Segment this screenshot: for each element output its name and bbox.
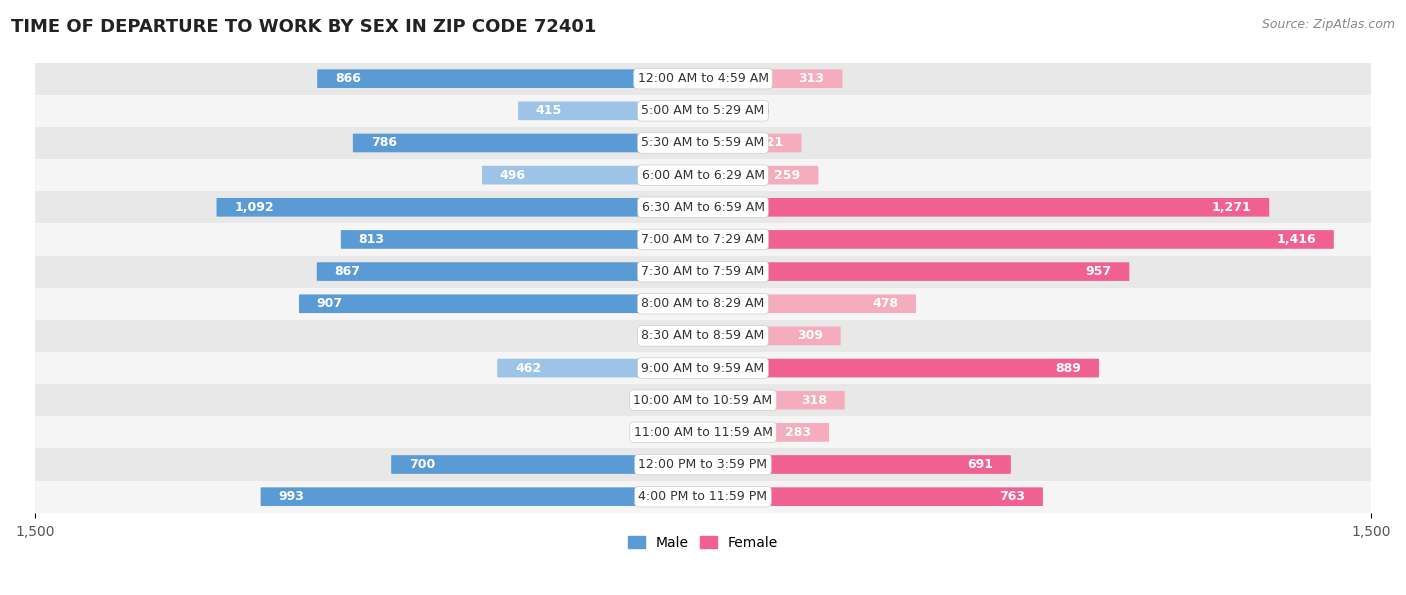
FancyBboxPatch shape bbox=[217, 198, 703, 217]
FancyBboxPatch shape bbox=[703, 487, 1043, 506]
Bar bbox=[0, 127, 1406, 159]
FancyBboxPatch shape bbox=[703, 70, 842, 88]
Bar bbox=[0, 95, 1406, 127]
FancyBboxPatch shape bbox=[703, 230, 1334, 249]
Text: 7:00 AM to 7:29 AM: 7:00 AM to 7:29 AM bbox=[641, 233, 765, 246]
Text: 12:00 PM to 3:59 PM: 12:00 PM to 3:59 PM bbox=[638, 458, 768, 471]
Text: 993: 993 bbox=[278, 490, 304, 503]
Text: 1,092: 1,092 bbox=[235, 201, 274, 214]
Text: TIME OF DEPARTURE TO WORK BY SEX IN ZIP CODE 72401: TIME OF DEPARTURE TO WORK BY SEX IN ZIP … bbox=[11, 18, 596, 36]
Bar bbox=[0, 223, 1406, 255]
Bar bbox=[0, 159, 1406, 191]
Text: 9:00 AM to 9:59 AM: 9:00 AM to 9:59 AM bbox=[641, 362, 765, 375]
Bar bbox=[0, 384, 1406, 416]
FancyBboxPatch shape bbox=[299, 295, 703, 313]
Text: 462: 462 bbox=[515, 362, 541, 375]
Text: 8:30 AM to 8:59 AM: 8:30 AM to 8:59 AM bbox=[641, 330, 765, 342]
FancyBboxPatch shape bbox=[498, 359, 703, 377]
Text: 8:00 AM to 8:29 AM: 8:00 AM to 8:29 AM bbox=[641, 298, 765, 310]
Text: 957: 957 bbox=[1085, 265, 1112, 278]
FancyBboxPatch shape bbox=[703, 327, 841, 345]
Text: 496: 496 bbox=[501, 168, 526, 181]
Text: 6:30 AM to 6:59 AM: 6:30 AM to 6:59 AM bbox=[641, 201, 765, 214]
FancyBboxPatch shape bbox=[703, 262, 1129, 281]
Text: 7:30 AM to 7:59 AM: 7:30 AM to 7:59 AM bbox=[641, 265, 765, 278]
Bar bbox=[0, 62, 1406, 95]
FancyBboxPatch shape bbox=[703, 102, 745, 120]
Text: 309: 309 bbox=[797, 330, 823, 342]
FancyBboxPatch shape bbox=[703, 423, 830, 441]
FancyBboxPatch shape bbox=[340, 230, 703, 249]
Text: 11:00 AM to 11:59 AM: 11:00 AM to 11:59 AM bbox=[634, 426, 772, 439]
Text: 786: 786 bbox=[371, 136, 396, 149]
FancyBboxPatch shape bbox=[661, 391, 703, 409]
FancyBboxPatch shape bbox=[260, 487, 703, 506]
FancyBboxPatch shape bbox=[703, 359, 1099, 377]
Bar bbox=[0, 449, 1406, 481]
FancyBboxPatch shape bbox=[673, 423, 703, 441]
Text: 415: 415 bbox=[536, 104, 562, 117]
Text: 318: 318 bbox=[801, 394, 827, 407]
FancyBboxPatch shape bbox=[703, 295, 915, 313]
Text: 889: 889 bbox=[1056, 362, 1081, 375]
Text: 6:00 AM to 6:29 AM: 6:00 AM to 6:29 AM bbox=[641, 168, 765, 181]
Text: 763: 763 bbox=[1000, 490, 1025, 503]
Text: 66: 66 bbox=[650, 426, 665, 439]
FancyBboxPatch shape bbox=[519, 102, 703, 120]
Text: 96: 96 bbox=[636, 394, 651, 407]
Text: 867: 867 bbox=[335, 265, 360, 278]
FancyBboxPatch shape bbox=[353, 134, 703, 152]
Text: 5:00 AM to 5:29 AM: 5:00 AM to 5:29 AM bbox=[641, 104, 765, 117]
Text: 1,416: 1,416 bbox=[1277, 233, 1316, 246]
Text: 691: 691 bbox=[967, 458, 993, 471]
Legend: Male, Female: Male, Female bbox=[623, 530, 783, 555]
FancyBboxPatch shape bbox=[703, 134, 801, 152]
Bar bbox=[0, 287, 1406, 320]
FancyBboxPatch shape bbox=[482, 166, 703, 184]
Text: 4:00 PM to 11:59 PM: 4:00 PM to 11:59 PM bbox=[638, 490, 768, 503]
FancyBboxPatch shape bbox=[703, 198, 1270, 217]
Bar bbox=[0, 352, 1406, 384]
Text: 96: 96 bbox=[755, 104, 770, 117]
Text: 283: 283 bbox=[786, 426, 811, 439]
FancyBboxPatch shape bbox=[318, 70, 703, 88]
Text: Source: ZipAtlas.com: Source: ZipAtlas.com bbox=[1261, 18, 1395, 31]
Bar bbox=[0, 191, 1406, 223]
Text: 313: 313 bbox=[799, 72, 825, 85]
Text: 907: 907 bbox=[316, 298, 343, 310]
Text: 1,271: 1,271 bbox=[1212, 201, 1251, 214]
Bar bbox=[0, 481, 1406, 513]
Text: 259: 259 bbox=[775, 168, 800, 181]
Bar bbox=[0, 416, 1406, 449]
Text: 10:00 AM to 10:59 AM: 10:00 AM to 10:59 AM bbox=[634, 394, 772, 407]
FancyBboxPatch shape bbox=[316, 262, 703, 281]
FancyBboxPatch shape bbox=[703, 391, 845, 409]
FancyBboxPatch shape bbox=[703, 166, 818, 184]
Text: 94: 94 bbox=[637, 330, 652, 342]
Text: 700: 700 bbox=[409, 458, 436, 471]
Text: 866: 866 bbox=[335, 72, 361, 85]
Text: 478: 478 bbox=[872, 298, 898, 310]
FancyBboxPatch shape bbox=[391, 455, 703, 474]
Text: 5:30 AM to 5:59 AM: 5:30 AM to 5:59 AM bbox=[641, 136, 765, 149]
Text: 12:00 AM to 4:59 AM: 12:00 AM to 4:59 AM bbox=[637, 72, 769, 85]
FancyBboxPatch shape bbox=[703, 455, 1011, 474]
Bar bbox=[0, 255, 1406, 287]
Bar bbox=[0, 320, 1406, 352]
Text: 221: 221 bbox=[758, 136, 783, 149]
Text: 813: 813 bbox=[359, 233, 385, 246]
FancyBboxPatch shape bbox=[661, 327, 703, 345]
